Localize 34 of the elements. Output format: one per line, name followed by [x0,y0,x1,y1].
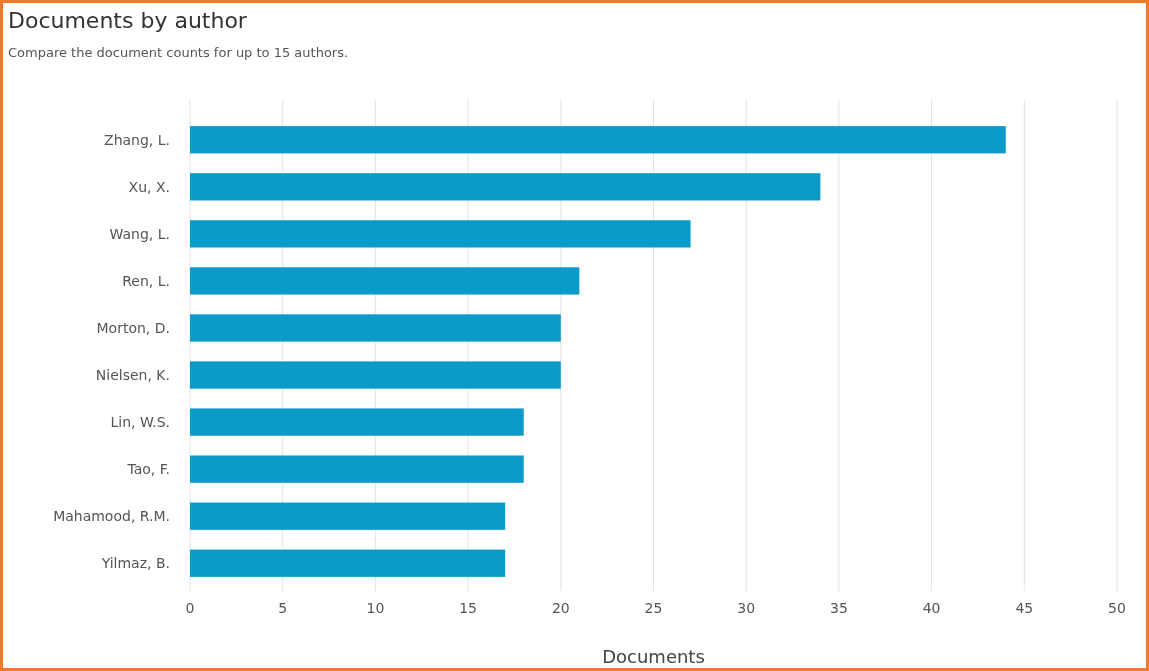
chart-title: Documents by author [8,8,248,33]
bar [190,173,821,201]
y-tick-label: Mahamood, R.M. [53,508,170,525]
x-tick-label: 5 [278,600,288,616]
y-tick-label: Xu, X. [128,178,170,195]
y-tick-label: Lin, W.S. [110,413,170,430]
bar [190,220,691,248]
x-tick-label: 30 [737,600,756,616]
bar [190,408,524,436]
bar [190,126,1006,154]
x-tick-label: 50 [1108,600,1126,616]
x-tick-label: 10 [366,600,385,616]
bar [190,314,561,342]
bar [190,455,524,483]
y-tick-label: Wang, L. [109,225,170,242]
y-tick-label: Zhang, L. [104,131,170,148]
bar [190,361,561,389]
x-axis-title: Documents [602,646,705,667]
x-tick-label: 45 [1015,600,1034,616]
x-tick-label: 35 [829,600,848,616]
x-tick-label: 15 [459,600,478,616]
bar [190,549,506,577]
y-tick-label: Ren, L. [122,272,170,289]
x-tick-label: 0 [185,600,195,616]
y-tick-label: Morton, D. [96,319,170,336]
bar [190,502,506,530]
x-tick-label: 40 [922,600,941,616]
y-tick-label: Nielsen, K. [95,366,170,383]
y-tick-label: Tao, F. [126,461,170,478]
y-tick-label: Yilmaz, B. [100,555,170,572]
x-tick-label: 20 [551,600,570,616]
x-tick-label: 25 [644,600,663,616]
bar [190,267,580,295]
chart-subtitle: Compare the document counts for up to 15 authors. [8,45,349,60]
